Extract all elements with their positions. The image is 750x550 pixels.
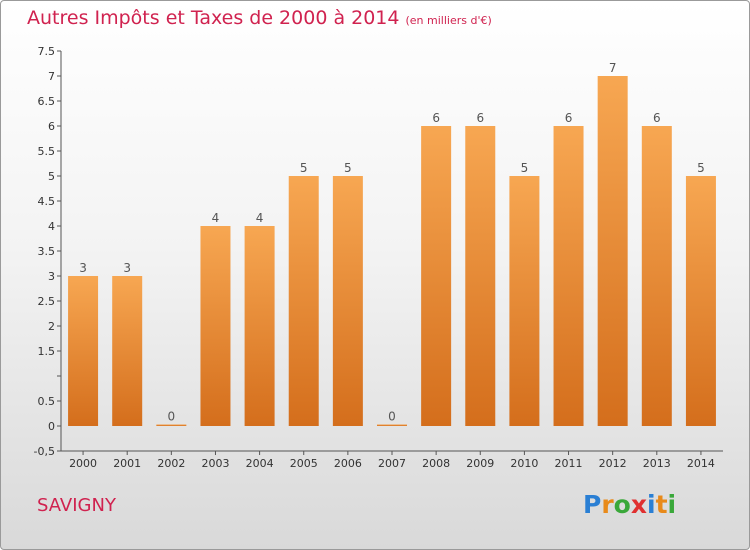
x-tick-label-2001: 2001 xyxy=(113,457,141,470)
x-tick-label-2003: 2003 xyxy=(201,457,229,470)
x-tick-label-2005: 2005 xyxy=(290,457,318,470)
bar-2008 xyxy=(421,126,452,426)
bar-2004 xyxy=(244,226,275,426)
y-tick-label: -0,5 xyxy=(34,445,55,458)
y-tick-label: 0 xyxy=(48,420,55,433)
bar-2011 xyxy=(553,126,584,426)
data-label-2007: 0 xyxy=(388,410,396,424)
bar-2012 xyxy=(597,76,628,426)
y-tick-label: 4.5 xyxy=(38,195,56,208)
data-label-2005: 5 xyxy=(300,161,308,175)
bar-2009 xyxy=(465,126,496,426)
x-tick-labels: 2000 2001 2002 2003 2004 2005 2006 2007 2008 2009… xyxy=(69,451,715,470)
y-tick-label: 3.5 xyxy=(38,245,56,258)
logo-letter: x xyxy=(630,490,647,519)
bar-2002 xyxy=(156,424,187,426)
data-label-2011: 6 xyxy=(565,111,573,125)
x-tick-label-2004: 2004 xyxy=(246,457,274,470)
proxiti-logo: Proxiti xyxy=(583,490,676,519)
data-label-2013: 6 xyxy=(653,111,661,125)
bar-2013 xyxy=(641,126,672,426)
title-text: Autres Impôts et Taxes de 2000 à 2014 xyxy=(27,7,400,29)
y-tick-labels: -0,5 0 0.5 1.5 2 2.5 3 3.5 4 4.5 5 5.5 6 6.5 7 7.5 xyxy=(34,45,61,458)
x-tick-label-2008: 2008 xyxy=(422,457,450,470)
data-label-2000: 3 xyxy=(79,261,87,275)
y-tick-label: 7 xyxy=(48,70,55,83)
x-tick-label-2013: 2013 xyxy=(643,457,671,470)
y-tick-label: 5.5 xyxy=(38,145,56,158)
bar-2005 xyxy=(288,176,319,426)
data-label-2009: 6 xyxy=(476,111,484,125)
bar-2003 xyxy=(200,226,231,426)
data-label-2008: 6 xyxy=(432,111,440,125)
y-tick-label: 7.5 xyxy=(38,45,56,58)
data-label-2012: 7 xyxy=(609,61,617,75)
y-tick-label: 3 xyxy=(48,270,55,283)
data-label-2004: 4 xyxy=(256,211,264,225)
data-label-2003: 4 xyxy=(212,211,220,225)
x-tick-label-2011: 2011 xyxy=(555,457,583,470)
bar-2000 xyxy=(68,276,99,426)
logo-letter: o xyxy=(613,490,631,519)
bars xyxy=(68,76,716,426)
x-tick-label-2002: 2002 xyxy=(157,457,185,470)
y-tick-label: 5 xyxy=(48,170,55,183)
x-tick-label-2014: 2014 xyxy=(687,457,715,470)
y-tick-label: 6.5 xyxy=(38,95,56,108)
y-tick-label: 1.5 xyxy=(38,345,56,358)
commune-name: SAVIGNY xyxy=(37,495,116,516)
logo-letter: t xyxy=(655,490,668,519)
logo-letter: r xyxy=(601,490,614,519)
chart-title: Autres Impôts et Taxes de 2000 à 2014 (en… xyxy=(27,7,492,29)
y-tick-label: 6 xyxy=(48,120,55,133)
data-label-2014: 5 xyxy=(697,161,705,175)
x-tick-label-2009: 2009 xyxy=(466,457,494,470)
unit-note: (en milliers d'€) xyxy=(405,14,492,27)
data-label-2006: 5 xyxy=(344,161,352,175)
data-label-2002: 0 xyxy=(168,410,176,424)
y-tick-label: 0.5 xyxy=(38,395,56,408)
bar-2010 xyxy=(509,176,540,426)
x-tick-label-2010: 2010 xyxy=(510,457,538,470)
bar-2001 xyxy=(112,276,143,426)
bar-2006 xyxy=(332,176,363,426)
logo-letter: i xyxy=(647,490,656,519)
x-tick-label-2006: 2006 xyxy=(334,457,362,470)
logo-letter: P xyxy=(583,490,602,519)
data-label-2001: 3 xyxy=(123,261,131,275)
data-label-2010: 5 xyxy=(521,161,529,175)
y-tick-label: 4 xyxy=(48,220,55,233)
bar-2007 xyxy=(377,424,407,426)
bar-2014 xyxy=(685,176,716,426)
x-tick-label-2007: 2007 xyxy=(378,457,406,470)
x-tick-label-2012: 2012 xyxy=(599,457,627,470)
y-tick-label: 2.5 xyxy=(38,295,56,308)
x-tick-label-2000: 2000 xyxy=(69,457,97,470)
y-tick-label: 2 xyxy=(48,320,55,333)
logo-letter: i xyxy=(667,490,677,519)
data-labels: 3 3 0 4 4 5 5 0 6 6 5 6 7 6 5 xyxy=(79,61,705,424)
